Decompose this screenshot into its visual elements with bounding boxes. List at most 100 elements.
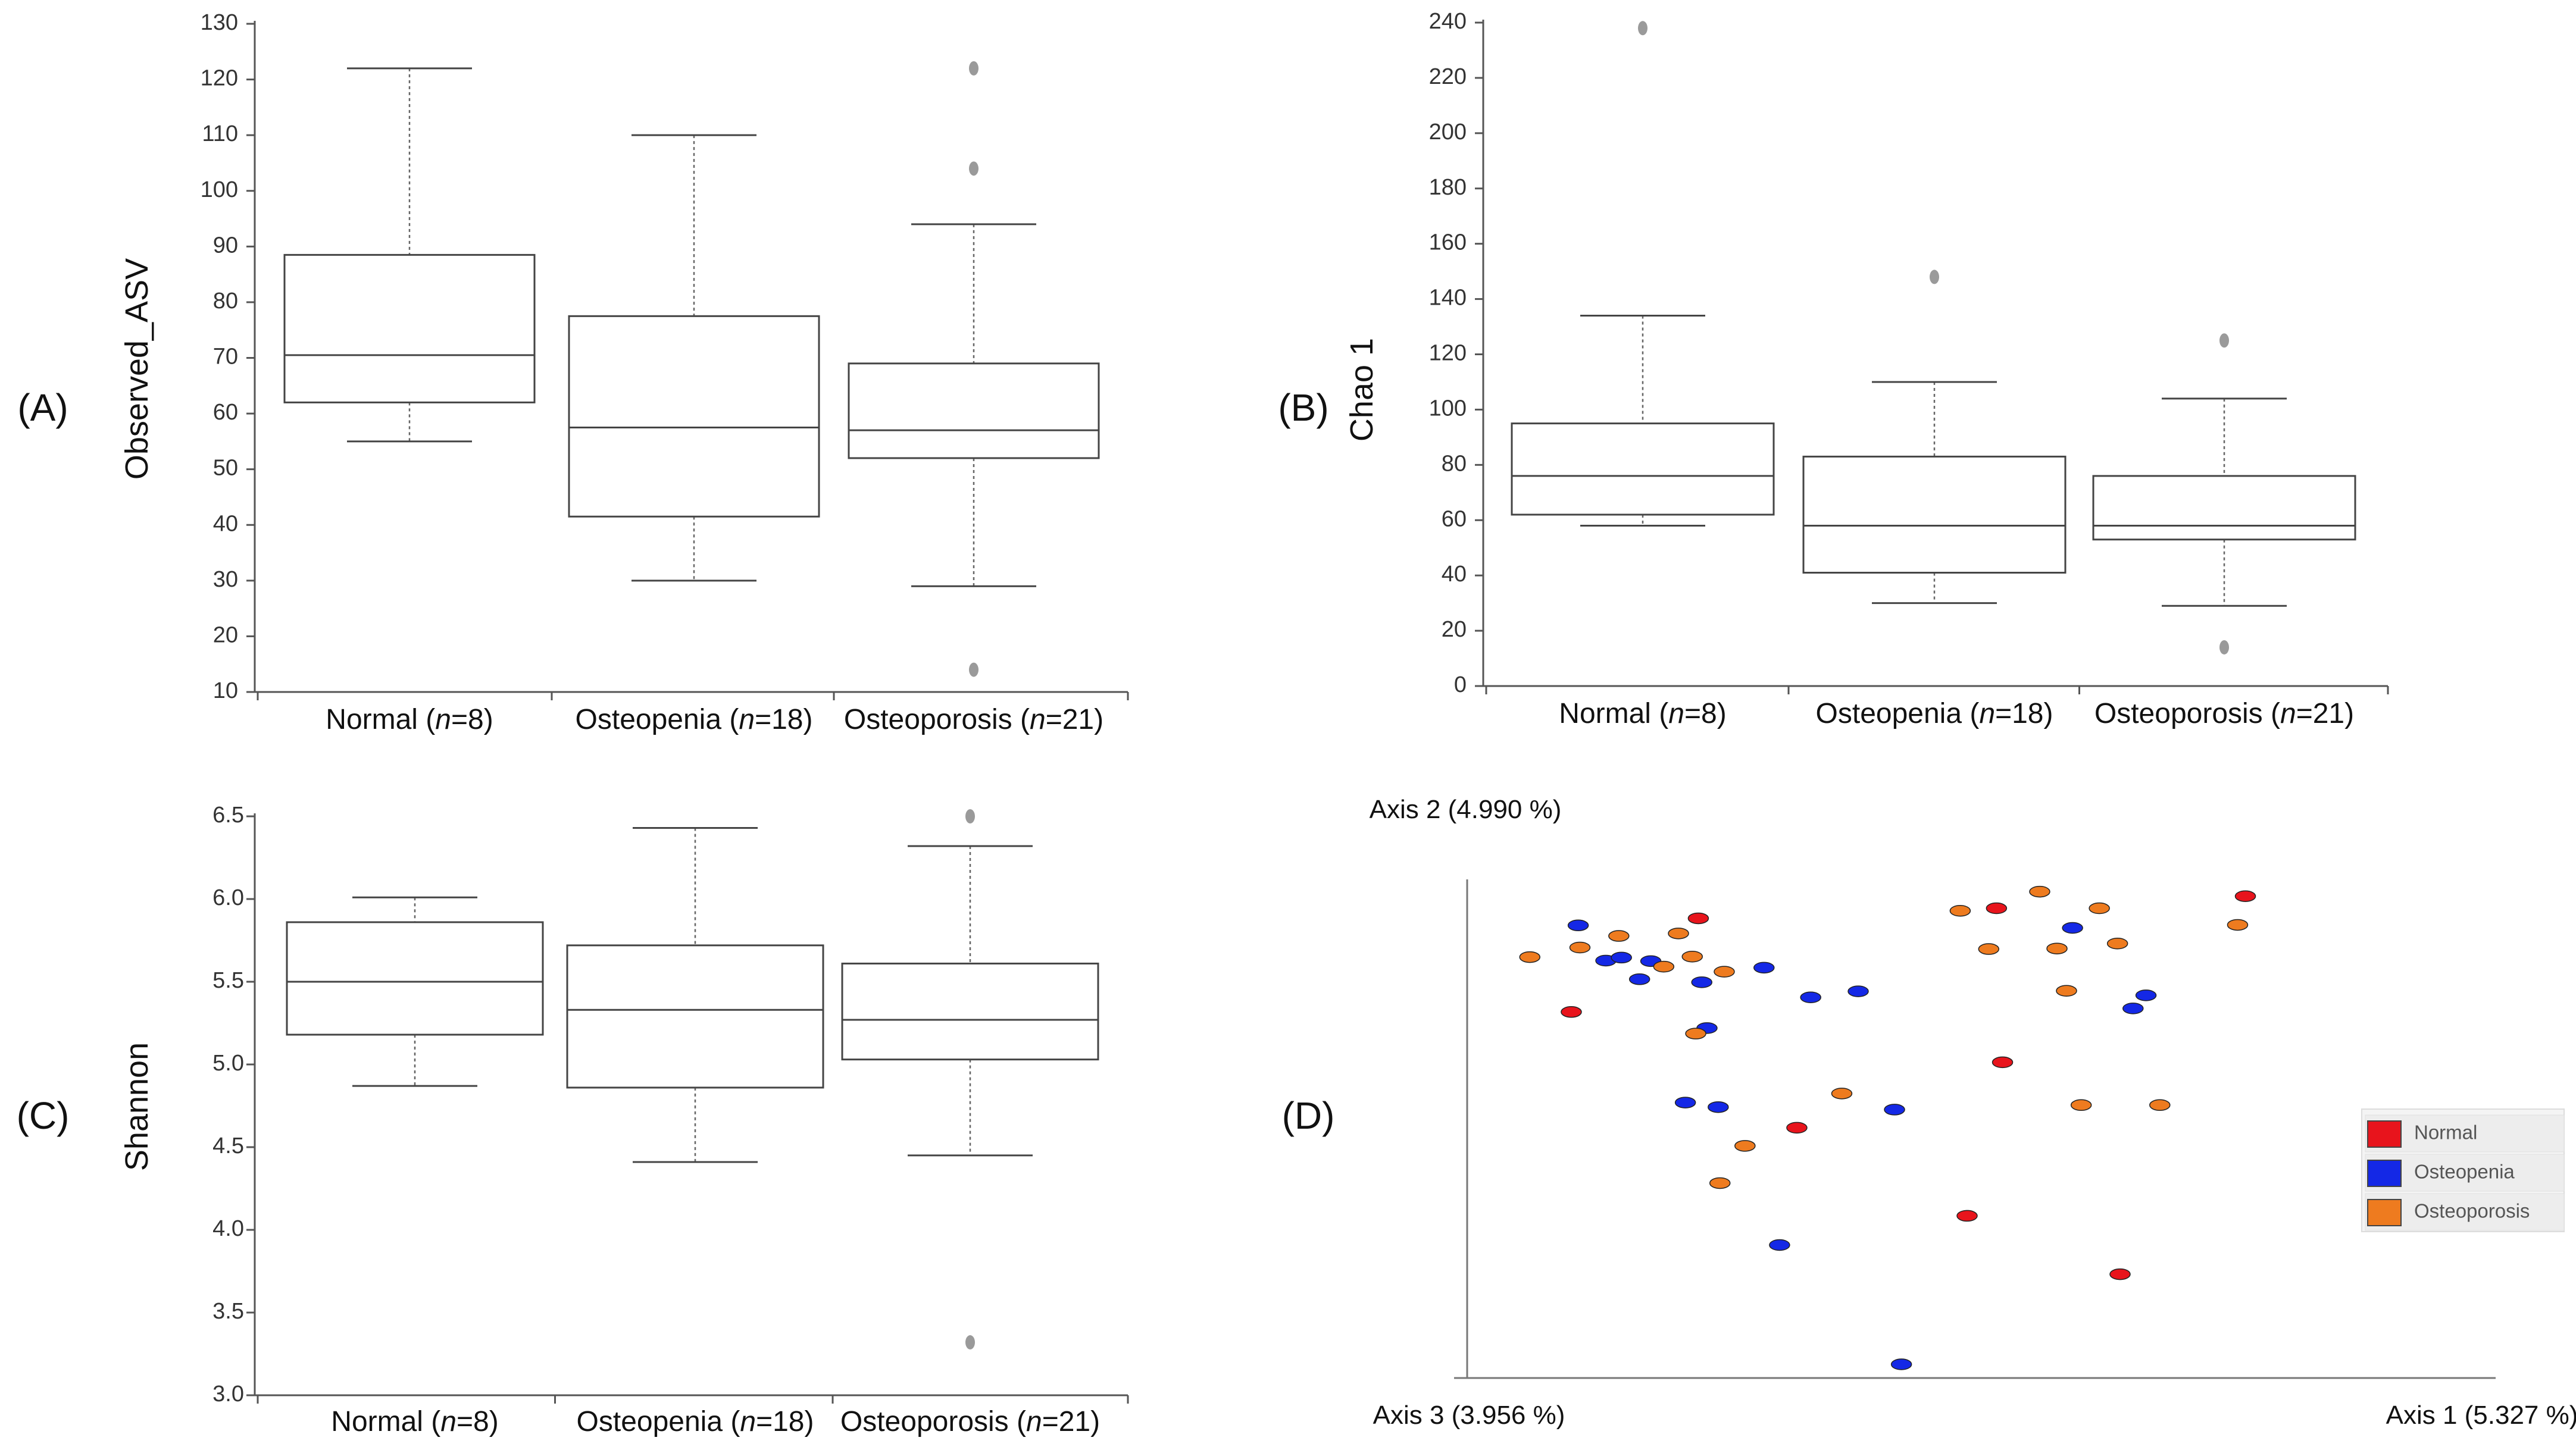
legend-swatch bbox=[2367, 1199, 2402, 1226]
point-normal bbox=[1992, 1056, 2014, 1069]
point-osteoporosis bbox=[2227, 919, 2249, 931]
point-osteopenia bbox=[1691, 976, 1712, 988]
outlier-point bbox=[1638, 21, 1647, 36]
axis-3-label: Axis 3 (3.956 %) bbox=[1373, 1401, 1565, 1430]
category-label: Osteopenia (n=18) bbox=[577, 1406, 814, 1438]
y-axis-title: Chao 1 bbox=[1344, 338, 1380, 441]
y-tick-label: 3.0 bbox=[212, 1382, 244, 1407]
outlier-point bbox=[2219, 640, 2229, 654]
box-iqr bbox=[848, 362, 1100, 459]
legend-swatch bbox=[2367, 1160, 2402, 1187]
outlier-point bbox=[2219, 333, 2229, 348]
axis-2-label: Axis 2 (4.990 %) bbox=[1370, 795, 1562, 824]
box-osteopenia: Osteopenia (n=18) bbox=[568, 134, 820, 735]
box-iqr bbox=[841, 962, 1099, 1061]
y-tick-label: 240 bbox=[1429, 9, 1467, 34]
box-normal: Normal (n=8) bbox=[283, 67, 536, 735]
y-tick-label: 30 bbox=[213, 567, 238, 592]
point-osteopenia bbox=[1611, 951, 1632, 964]
point-normal bbox=[1956, 1210, 1978, 1222]
box-iqr bbox=[283, 253, 536, 403]
y-tick-label: 4.5 bbox=[212, 1133, 244, 1158]
box-osteoporosis: Osteoporosis (n=21) bbox=[840, 809, 1100, 1438]
legend-label: Osteopenia bbox=[2414, 1161, 2515, 1183]
point-osteoporosis bbox=[2089, 902, 2110, 915]
y-tick-label: 20 bbox=[213, 622, 238, 647]
y-tick-label: 110 bbox=[202, 121, 238, 146]
point-osteoporosis bbox=[1831, 1088, 1853, 1100]
y-tick-label: 100 bbox=[201, 177, 238, 202]
category-label: Normal (n=8) bbox=[331, 1406, 498, 1438]
outlier-point bbox=[969, 662, 978, 677]
y-tick-label: 60 bbox=[1442, 506, 1467, 531]
outlier-point bbox=[969, 61, 978, 76]
y-tick-label: 5.0 bbox=[212, 1051, 244, 1076]
outlier-point bbox=[965, 1335, 975, 1350]
y-tick-label: 10 bbox=[213, 678, 238, 703]
point-osteopenia bbox=[1847, 985, 1869, 997]
box-osteoporosis: Osteoporosis (n=21) bbox=[2092, 333, 2356, 729]
category-label: Osteoporosis (n=21) bbox=[844, 704, 1103, 735]
point-osteoporosis bbox=[1653, 960, 1675, 973]
point-osteopenia bbox=[2062, 922, 2083, 934]
box-iqr bbox=[286, 921, 544, 1036]
panel-label: (D) bbox=[1282, 1094, 1335, 1137]
box-iqr bbox=[1802, 455, 2067, 574]
legend: Normal Osteopenia Osteoporosis bbox=[2361, 1108, 2565, 1232]
y-tick-label: 140 bbox=[1429, 286, 1467, 311]
point-osteopenia bbox=[1674, 1097, 1696, 1108]
point-normal bbox=[1561, 1006, 1582, 1018]
category-label: Osteoporosis (n=21) bbox=[840, 1406, 1100, 1438]
legend-label: Normal bbox=[2414, 1122, 2477, 1144]
y-tick-label: 100 bbox=[1429, 396, 1467, 421]
point-osteopenia bbox=[1890, 1358, 1912, 1370]
y-tick-label: 220 bbox=[1429, 64, 1467, 89]
point-osteoporosis bbox=[2149, 1099, 2171, 1111]
box-iqr bbox=[1511, 422, 1775, 516]
point-osteopenia bbox=[1567, 919, 1589, 932]
point-osteoporosis bbox=[1714, 966, 1735, 978]
y-tick-label: 130 bbox=[201, 10, 238, 35]
point-osteopenia bbox=[1884, 1104, 1905, 1116]
box-normal: Normal (n=8) bbox=[1511, 21, 1775, 729]
point-osteoporosis bbox=[2046, 942, 2068, 954]
point-osteoporosis bbox=[1734, 1140, 1756, 1152]
point-osteoporosis bbox=[2106, 937, 2128, 950]
box-osteoporosis: Osteoporosis (n=21) bbox=[844, 61, 1103, 735]
category-label: Osteopenia (n=18) bbox=[576, 704, 813, 735]
category-label: Normal (n=8) bbox=[326, 704, 493, 735]
outlier-point bbox=[1930, 270, 1939, 284]
panel-label: (A) bbox=[17, 386, 68, 429]
y-tick-label: 80 bbox=[213, 289, 238, 314]
point-osteopenia bbox=[2135, 989, 2157, 1001]
y-tick-label: 3.5 bbox=[212, 1299, 244, 1324]
point-normal bbox=[1687, 912, 1709, 925]
point-osteoporosis bbox=[1519, 951, 1541, 963]
y-tick-label: 4.0 bbox=[212, 1216, 244, 1241]
outlier-point bbox=[965, 809, 975, 823]
y-tick-label: 40 bbox=[1442, 562, 1467, 587]
panel-label: (B) bbox=[1278, 386, 1328, 429]
point-osteoporosis bbox=[1608, 930, 1630, 942]
y-tick-label: 160 bbox=[1429, 230, 1467, 255]
legend-swatch bbox=[2367, 1120, 2402, 1148]
y-tick-label: 6.0 bbox=[212, 885, 244, 910]
point-osteoporosis bbox=[1668, 928, 1689, 939]
y-tick-label: 6.5 bbox=[212, 803, 244, 828]
point-osteopenia bbox=[1628, 973, 1650, 985]
y-tick-label: 180 bbox=[1429, 175, 1467, 200]
point-osteoporosis bbox=[2056, 985, 2077, 997]
point-osteoporosis bbox=[2029, 885, 2050, 898]
point-osteopenia bbox=[1753, 962, 1775, 974]
y-tick-label: 0 bbox=[1454, 672, 1467, 697]
category-label: Normal (n=8) bbox=[1559, 698, 1726, 729]
point-osteoporosis bbox=[1685, 1028, 1706, 1039]
y-tick-label: 5.5 bbox=[212, 968, 244, 993]
y-tick-label: 120 bbox=[201, 66, 238, 91]
y-tick-label: 40 bbox=[213, 511, 238, 536]
point-normal bbox=[1786, 1122, 1808, 1134]
y-axis-title: Observed_ASV bbox=[119, 258, 155, 480]
point-osteoporosis bbox=[1949, 905, 1971, 917]
point-osteopenia bbox=[1769, 1239, 1790, 1251]
y-tick-label: 20 bbox=[1442, 617, 1467, 642]
